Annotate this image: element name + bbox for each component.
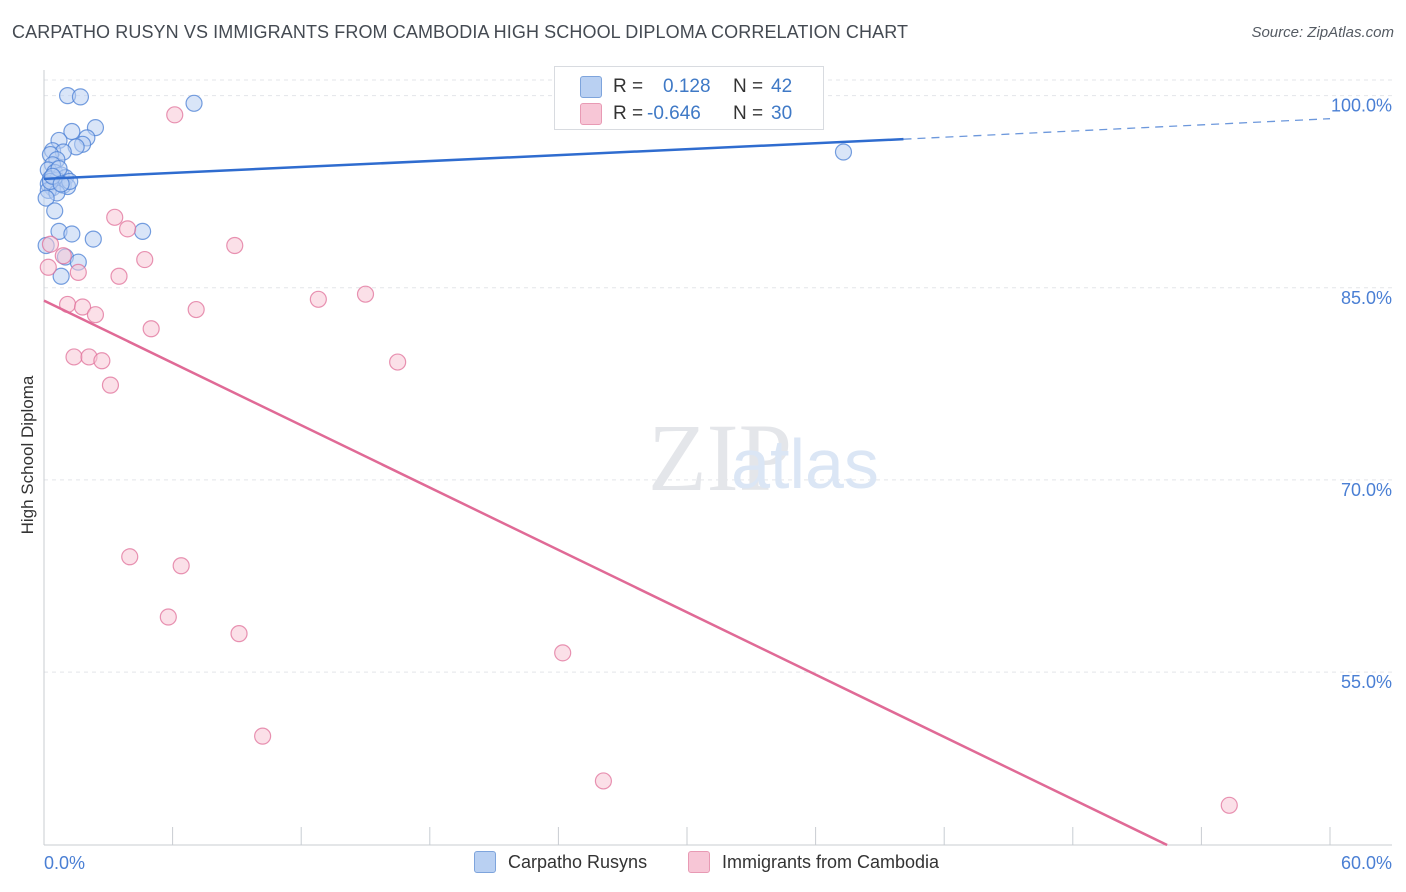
watermark-atlas: atlas xyxy=(731,425,879,503)
cambodia-point xyxy=(73,298,92,316)
carpatho-rusyn-point xyxy=(52,267,70,285)
y-tick-label: 70.0% xyxy=(1341,480,1392,500)
cambodia-point xyxy=(554,644,572,662)
carpatho-rusyn-point xyxy=(37,189,55,207)
r-value: 0.128 xyxy=(663,76,711,97)
carpatho-rusyn-point xyxy=(84,230,102,248)
x-tick-label: 60.0% xyxy=(1341,853,1392,873)
legend-label: Carpatho Rusyns xyxy=(508,851,648,872)
x-tick-label: 0.0% xyxy=(44,853,85,873)
source-label: Source: ZipAtlas.com xyxy=(1251,24,1394,41)
cambodia-point xyxy=(86,306,105,324)
trend-lines xyxy=(43,118,1331,847)
cambodia-point xyxy=(142,320,160,338)
n-value: 30 xyxy=(771,103,793,124)
n-label: N = xyxy=(733,103,764,124)
carpatho-rusyn-point xyxy=(133,222,152,241)
carpatho-rusyn-trendline-extension xyxy=(903,118,1331,140)
legend-item-carpatho-rusyns[interactable]: Carpatho Rusyns xyxy=(474,851,647,873)
carpatho-rusyn-point xyxy=(63,225,81,243)
cambodia-point xyxy=(172,557,190,575)
cambodia-trendline xyxy=(43,299,1168,847)
cambodia-point xyxy=(230,625,248,643)
cambodia-point xyxy=(121,548,139,566)
legend-swatch-pink xyxy=(688,851,710,873)
chart-title: CARPATHO RUSYN VS IMMIGRANTS FROM CAMBOD… xyxy=(12,22,909,42)
r-label: R = xyxy=(613,103,644,124)
r-value: -0.646 xyxy=(647,103,701,124)
watermark-zip: ZIP xyxy=(648,404,792,511)
legend-swatch-blue xyxy=(474,851,496,873)
carpatho-rusyn-point xyxy=(46,202,64,220)
cambodia-point xyxy=(166,106,184,124)
tick-labels: 55.0% 70.0% 85.0% 100.0% 0.0% 60.0% xyxy=(44,96,1392,873)
carpatho-rusyn-point xyxy=(71,88,90,106)
cambodia-point xyxy=(101,376,120,394)
y-tick-label: 100.0% xyxy=(1331,96,1392,116)
n-value: 42 xyxy=(771,76,793,97)
legend: Carpatho Rusyns Immigrants from Cambodia xyxy=(0,851,1406,879)
r-label: R = xyxy=(613,76,644,97)
cambodia-point xyxy=(356,285,375,303)
carpatho-rusyn-trendline xyxy=(43,137,904,181)
stats-row-pink: R = -0.646 N = 30 xyxy=(555,102,823,126)
cambodia-point xyxy=(106,208,124,226)
cambodia-point xyxy=(1220,796,1238,814)
data-points xyxy=(37,87,1238,814)
stats-legend: R = 0.128 N = 42 R = -0.646 N = 30 xyxy=(554,66,824,130)
blue-swatch xyxy=(580,76,602,98)
cambodia-point xyxy=(118,220,137,238)
cambodia-point xyxy=(159,608,177,626)
cambodia-point xyxy=(65,348,83,366)
carpatho-rusyn-point xyxy=(52,175,70,193)
cambodia-point xyxy=(39,258,57,276)
stats-row-blue: R = 0.128 N = 42 xyxy=(555,75,823,99)
n-label: N = xyxy=(733,76,764,97)
pink-swatch xyxy=(580,103,602,125)
cambodia-point xyxy=(136,250,154,269)
cambodia-point xyxy=(594,772,613,790)
cambodia-point xyxy=(254,727,272,745)
cambodia-point xyxy=(226,236,244,255)
carpatho-rusyn-point xyxy=(185,94,203,112)
legend-label: Immigrants from Cambodia xyxy=(722,851,940,872)
legend-item-cambodia[interactable]: Immigrants from Cambodia xyxy=(688,851,939,873)
cambodia-point xyxy=(187,300,205,319)
cambodia-point xyxy=(93,352,111,370)
cambodia-point xyxy=(41,235,60,253)
y-tick-label: 85.0% xyxy=(1341,288,1392,308)
cambodia-point xyxy=(309,290,327,308)
carpatho-rusyn-point xyxy=(834,143,853,161)
cambodia-point xyxy=(389,353,407,371)
cambodia-point xyxy=(54,247,72,265)
cambodia-point xyxy=(69,263,87,281)
y-tick-label: 55.0% xyxy=(1341,672,1392,692)
cambodia-point xyxy=(110,267,128,285)
